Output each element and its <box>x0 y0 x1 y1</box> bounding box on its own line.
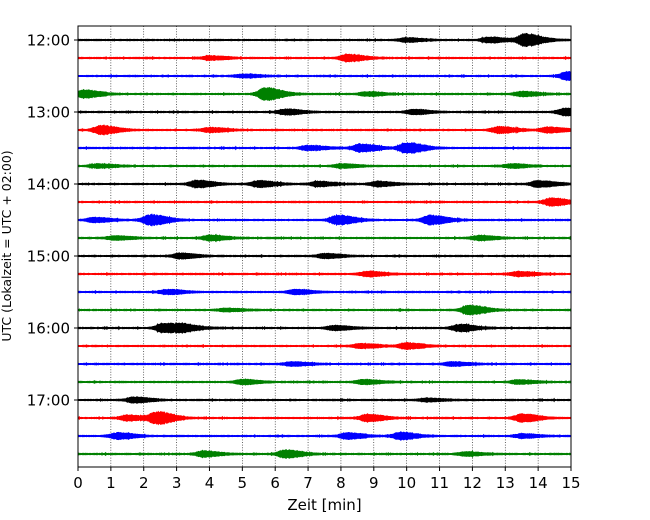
y-tick-label: 14:00 <box>27 176 70 194</box>
x-axis: 0 1 2 3 4 5 6 7 8 9 10 11 12 13 14 15 <box>73 467 581 492</box>
x-tick-label: 2 <box>139 474 149 492</box>
y-tick-label: 16:00 <box>27 320 70 338</box>
seismogram-trace <box>77 179 572 189</box>
x-tick-label: 15 <box>561 474 580 492</box>
seismogram-trace <box>77 213 572 227</box>
x-tick-label: 5 <box>238 474 248 492</box>
x-tick-label: 9 <box>369 474 379 492</box>
trace-layer <box>77 32 572 459</box>
x-tick-label: 4 <box>205 474 215 492</box>
seismogram-trace <box>77 341 572 351</box>
y-tick-label: 17:00 <box>27 392 70 410</box>
y-axis-label: UTC (Lokalzeit = UTC + 02:00) <box>0 150 14 341</box>
seismogram-trace <box>77 86 572 102</box>
seismogram-trace <box>77 141 572 155</box>
x-tick-label: 1 <box>106 474 116 492</box>
seismogram-trace <box>77 361 572 367</box>
seismogram-trace <box>77 124 572 136</box>
x-tick-label: 12 <box>463 474 482 492</box>
x-axis-label: Zeit [min] <box>287 496 361 514</box>
seismogram-trace <box>77 70 572 82</box>
x-tick-label: 7 <box>303 474 313 492</box>
seismogram-trace <box>77 32 572 48</box>
seismogram-trace <box>77 270 572 278</box>
x-tick-label: 10 <box>397 474 416 492</box>
x-tick-label: 6 <box>270 474 280 492</box>
seismogram-trace <box>77 322 572 334</box>
seismogram-trace <box>77 162 572 170</box>
seismogram-trace <box>77 396 572 404</box>
seismogram-trace <box>77 449 572 459</box>
plot-frame <box>77 25 572 468</box>
x-tick-label: 11 <box>430 474 449 492</box>
y-tick-label: 12:00 <box>27 32 70 50</box>
seismogram-trace <box>77 107 572 117</box>
seismogram-trace <box>77 252 572 260</box>
x-tick-label: 8 <box>336 474 346 492</box>
seismogram-trace <box>77 410 572 426</box>
seismogram-trace <box>77 197 572 207</box>
x-tick-label: 13 <box>496 474 515 492</box>
seismogram-trace <box>77 378 572 386</box>
seismogram-trace <box>77 53 572 63</box>
x-tick-label: 3 <box>172 474 182 492</box>
y-axis: 12:00 13:00 14:00 15:00 16:00 17:00 <box>27 32 78 410</box>
seismogram-trace <box>77 288 572 296</box>
x-tick-label: 0 <box>73 474 83 492</box>
y-tick-label: 15:00 <box>27 248 70 266</box>
grid-lines <box>110 26 539 467</box>
seismogram-trace <box>77 431 572 441</box>
x-tick-label: 14 <box>529 474 548 492</box>
y-tick-label: 13:00 <box>27 104 70 122</box>
seismogram-trace <box>77 233 572 243</box>
seismogram-trace <box>77 304 572 316</box>
